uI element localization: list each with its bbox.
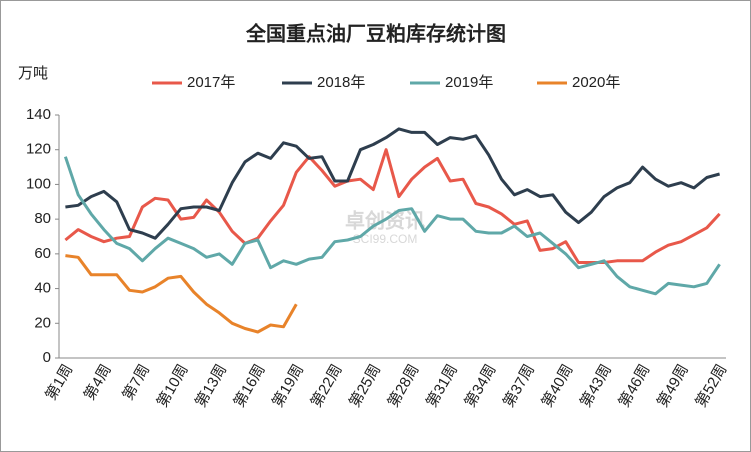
watermark: SCI99.COM: [353, 232, 418, 246]
y-axis-label: 万吨: [18, 65, 48, 82]
y-tick-label: 60: [34, 245, 51, 262]
legend-label: 2019年: [445, 74, 493, 91]
y-tick-label: 80: [34, 210, 51, 227]
line-series: [65, 127, 720, 240]
y-tick-label: 20: [34, 314, 51, 331]
y-tick-label: 140: [26, 106, 51, 123]
y-tick-label: 100: [26, 175, 51, 192]
legend-label: 2020年: [572, 74, 620, 91]
y-tick-label: 120: [26, 141, 51, 158]
legend-label: 2017年: [187, 74, 235, 91]
legend-label: 2018年: [317, 74, 365, 91]
line-series: [65, 254, 298, 334]
line-series: [63, 156, 721, 296]
y-tick-label: 40: [34, 280, 51, 297]
chart-title: 全国重点油厂豆粕库存统计图: [245, 22, 506, 46]
line-series: [64, 148, 721, 264]
y-tick-label: 0: [43, 349, 51, 366]
